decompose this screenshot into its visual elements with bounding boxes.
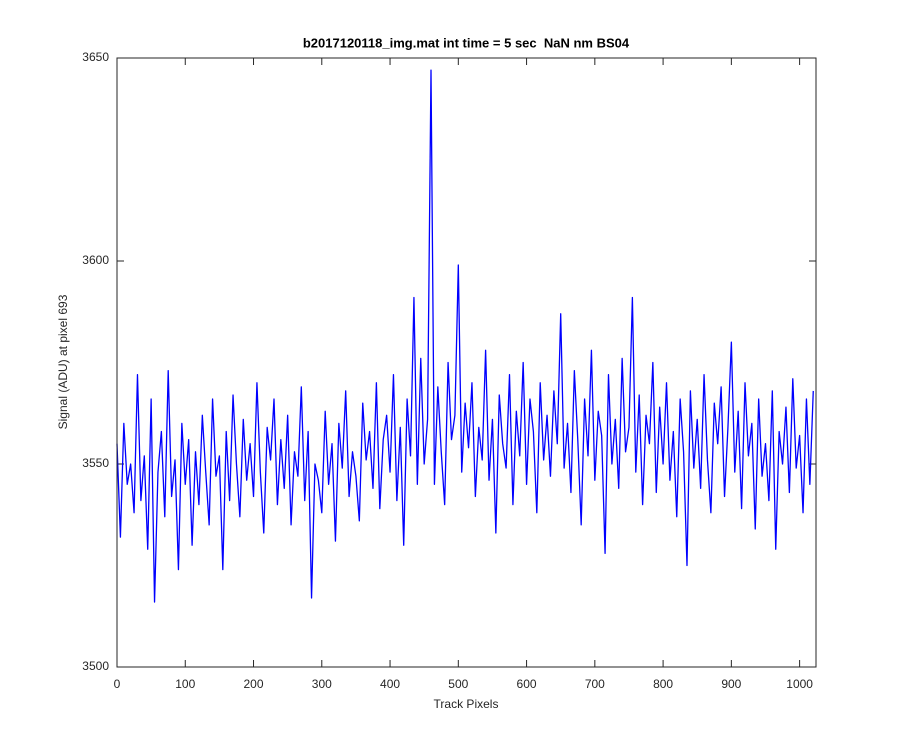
x-tick-label: 900 [721,677,741,691]
x-tick-label: 400 [380,677,400,691]
x-tick-label: 600 [517,677,537,691]
x-tick-label: 300 [312,677,332,691]
plot-frame [116,57,817,668]
data-line [116,69,814,603]
x-tick-label: 200 [244,677,264,691]
y-tick-label: 3500 [82,659,109,673]
chart-title: b2017120118_img.mat int time = 5 sec NaN… [303,35,630,50]
x-tick-label: 800 [653,677,673,691]
x-tick-label: 0 [114,677,121,691]
x-tick-label: 1000 [786,677,813,691]
y-axis-label: Signal (ADU) at pixel 693 [56,294,70,429]
x-axis-label: Track Pixels [434,697,499,711]
y-tick-label: 3600 [82,253,109,267]
y-tick-label: 3650 [82,50,109,64]
x-tick-label: 100 [175,677,195,691]
x-tick-label: 500 [448,677,468,691]
y-tick-label: 3550 [82,456,109,470]
x-tick-label: 700 [585,677,605,691]
